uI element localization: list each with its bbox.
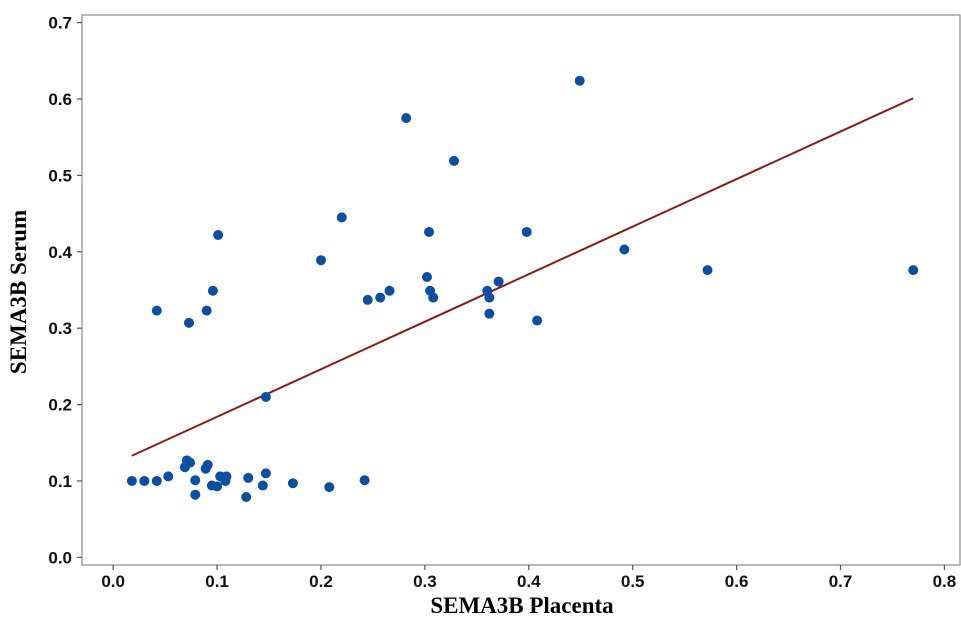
data-point: [287, 478, 298, 489]
data-point: [359, 475, 370, 486]
data-point: [574, 75, 585, 86]
data-point: [362, 294, 373, 305]
y-axis-ticks: 0.0 0.1 0.2 0.3 0.4 0.5 0.6 0.7: [48, 14, 82, 567]
data-point: [200, 463, 211, 474]
data-point: [908, 265, 919, 276]
data-point: [151, 475, 162, 486]
data-point: [260, 468, 271, 479]
data-point: [207, 285, 218, 296]
data-point: [421, 272, 432, 283]
x-tick-label: 0.4: [517, 572, 541, 591]
x-tick-label: 0.3: [413, 572, 437, 591]
data-point: [241, 492, 252, 503]
y-tick-label: 0.0: [48, 548, 72, 567]
data-point: [213, 230, 224, 240]
x-tick-label: 0.2: [309, 572, 333, 591]
y-tick-label: 0.2: [48, 396, 72, 415]
y-tick-label: 0.6: [48, 90, 72, 109]
data-point: [260, 391, 271, 402]
data-point: [375, 292, 386, 303]
data-point: [702, 265, 713, 276]
data-point: [257, 480, 268, 491]
data-point: [151, 305, 162, 316]
data-point: [532, 315, 543, 326]
data-point: [139, 475, 150, 486]
data-point: [484, 308, 495, 319]
x-axis-title: SEMA3B Placenta: [430, 593, 614, 618]
data-point: [220, 475, 231, 486]
plot-frame: [81, 14, 961, 566]
y-tick-label: 0.4: [48, 243, 72, 262]
data-point: [190, 489, 201, 500]
data-point: [521, 226, 532, 237]
data-point: [243, 472, 254, 483]
data-points: [126, 75, 919, 503]
data-point: [619, 244, 630, 255]
y-tick-label: 0.3: [48, 319, 72, 338]
data-point: [315, 255, 326, 266]
x-tick-label: 0.7: [829, 572, 853, 591]
x-tick-label: 0.5: [621, 572, 645, 591]
data-point: [184, 317, 195, 328]
plot-frame-rect: [81, 14, 961, 566]
data-point: [493, 276, 504, 287]
data-point: [212, 481, 223, 492]
data-point: [401, 113, 412, 124]
x-tick-label: 0.1: [205, 572, 229, 591]
x-tick-label: 0.8: [933, 572, 957, 591]
data-point: [424, 226, 435, 237]
y-tick-label: 0.7: [48, 14, 72, 33]
data-point: [324, 482, 335, 493]
data-point: [126, 475, 137, 486]
y-tick-label: 0.1: [48, 472, 72, 491]
regression-line-group: [131, 97, 914, 457]
data-point: [163, 471, 174, 482]
data-point: [201, 305, 212, 316]
data-point: [428, 292, 439, 303]
y-axis-title: SEMA3B Serum: [6, 210, 31, 374]
data-point: [336, 212, 347, 223]
data-point: [190, 475, 201, 486]
data-point: [448, 155, 459, 166]
data-point: [484, 292, 495, 303]
x-tick-label: 0.6: [725, 572, 749, 591]
x-tick-label: 0.0: [101, 572, 125, 591]
x-axis-ticks: 0.0 0.1 0.2 0.3 0.4 0.5 0.6 0.7 0.8: [101, 565, 956, 591]
regression-line: [131, 97, 914, 457]
y-tick-label: 0.5: [48, 166, 72, 185]
data-point: [179, 462, 190, 473]
data-point: [384, 285, 395, 296]
